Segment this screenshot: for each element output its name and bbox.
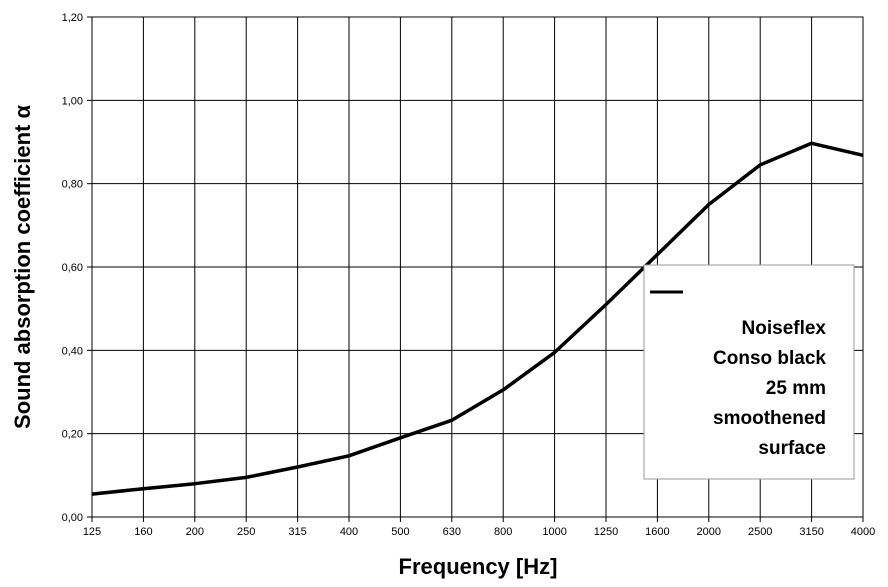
x-tick-label: 630: [443, 526, 461, 538]
y-tick-label: 1,20: [62, 12, 83, 24]
series-group: [91, 141, 864, 496]
series-line: [91, 141, 864, 496]
x-tick-label: 400: [340, 526, 358, 538]
x-tick-label: 1600: [645, 526, 669, 538]
y-tick-label: 0,60: [62, 262, 83, 274]
x-axis-ticks: 125 160 200 250 315 400 500 630 800 1000 1250 1600 2…: [83, 517, 875, 538]
x-tick-label: 315: [288, 526, 306, 538]
x-tick-label: 160: [134, 526, 152, 538]
x-tick-label: 2500: [748, 526, 772, 538]
x-tick-label: 250: [237, 526, 255, 538]
x-tick-label: 1000: [542, 526, 566, 538]
y-tick-label: 0,00: [62, 512, 83, 524]
legend: Noiseflex Conso black 25 mm smoothened surfa…: [643, 264, 855, 480]
legend-line: Noiseflex: [742, 318, 827, 339]
x-tick-label: 800: [494, 526, 512, 538]
legend-label: Noiseflex Conso black 25 mm smoothened surfa…: [713, 318, 826, 459]
plot-frame: [91, 16, 864, 518]
legend-line: 25 mm: [766, 378, 826, 399]
x-tick-label: 200: [186, 526, 204, 538]
legend-box: [643, 264, 855, 480]
legend-line: Conso black: [713, 348, 826, 369]
x-tick-label: 2000: [697, 526, 721, 538]
legend-line: smoothened: [713, 408, 826, 429]
y-axis-ticks: 0,00 0,20 0,40 0,60 0,80 1,00 1,20: [62, 12, 92, 524]
x-tick-label: 125: [83, 526, 101, 538]
y-tick-label: 0,20: [62, 429, 83, 441]
x-axis-title: Frequency [Hz]: [399, 554, 558, 579]
y-axis-title: Sound absorption coefficient α: [10, 105, 35, 429]
y-tick-label: 0,80: [62, 179, 83, 191]
x-tick-label: 500: [391, 526, 409, 538]
x-tick-label: 3150: [799, 526, 823, 538]
x-tick-label: 4000: [851, 526, 875, 538]
y-tick-label: 0,40: [62, 345, 83, 357]
legend-line: surface: [758, 438, 826, 459]
x-tick-label: 1250: [594, 526, 618, 538]
y-tick-label: 1,00: [62, 95, 83, 107]
